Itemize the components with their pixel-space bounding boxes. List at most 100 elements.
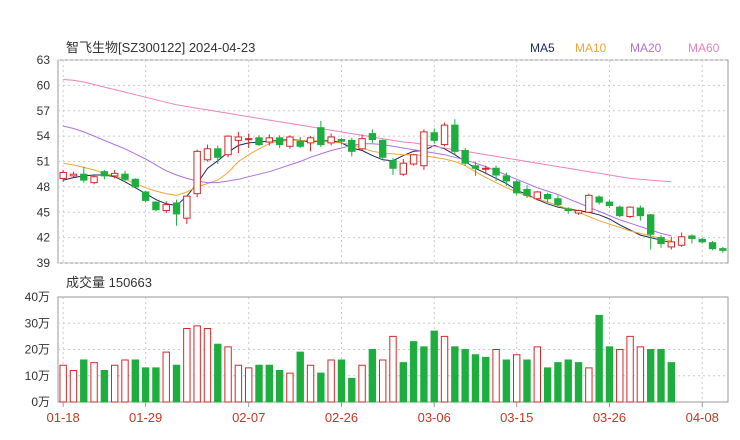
candle-body-down bbox=[121, 173, 129, 180]
volume-bar-down bbox=[430, 330, 438, 403]
x-tick-label: 02-26 bbox=[325, 410, 358, 425]
volume-bar-down bbox=[523, 359, 531, 403]
candle-body-up bbox=[193, 150, 201, 195]
candle-body-down bbox=[378, 139, 387, 158]
candle-body-down bbox=[564, 208, 572, 212]
volume-bar-down bbox=[368, 349, 377, 403]
candle-body-down bbox=[100, 171, 109, 177]
candle-body-down bbox=[657, 237, 665, 245]
x-tick-label: 03-26 bbox=[593, 410, 626, 425]
candle-body-up bbox=[358, 138, 366, 150]
date-axis: 01-18 01-29 02-07 02-26 03-06 03-15 03-26 04-08… bbox=[47, 402, 719, 425]
volume-bar-down bbox=[317, 372, 325, 403]
candle-body-down bbox=[368, 133, 377, 141]
volume-bar-up bbox=[121, 359, 129, 403]
price-tick-label: 54 bbox=[37, 129, 51, 143]
candle-body-up bbox=[244, 138, 253, 141]
volume-bar-up bbox=[90, 362, 98, 403]
candle-body-up bbox=[110, 172, 119, 177]
candle-body-up bbox=[265, 137, 274, 143]
candle-body-down bbox=[451, 124, 459, 152]
candle-body-up bbox=[440, 124, 449, 146]
price-tick-label: 45 bbox=[37, 205, 51, 219]
volume-bar-down bbox=[554, 362, 562, 403]
volume-bar-up bbox=[234, 364, 243, 403]
volume-bar-up bbox=[244, 367, 253, 403]
volume-bar-up bbox=[616, 349, 624, 403]
candle-body-down bbox=[275, 137, 284, 146]
candle-body-down bbox=[471, 165, 480, 169]
volume-tick-label: 0万 bbox=[31, 395, 50, 409]
volume-tick-label: 30万 bbox=[25, 316, 50, 330]
candle-body-down bbox=[317, 127, 325, 146]
candle-body-up bbox=[203, 148, 212, 161]
legend-ma60: MA60 bbox=[688, 41, 720, 55]
volume-bar-down bbox=[595, 314, 603, 403]
volume-bar-up bbox=[110, 364, 119, 403]
candlesticks bbox=[59, 119, 727, 253]
x-tick-label: 04-08 bbox=[686, 410, 719, 425]
candle-body-down bbox=[337, 139, 346, 142]
legend-ma5: MA5 bbox=[530, 41, 555, 55]
candle-body-up bbox=[399, 162, 408, 175]
ma-line-ma20 bbox=[63, 125, 672, 237]
candle-body-up bbox=[420, 131, 428, 167]
volume-bar-up bbox=[306, 364, 315, 403]
volume-bar-down bbox=[255, 364, 263, 403]
volume-bar-up bbox=[636, 346, 645, 403]
volume-bar-down bbox=[399, 362, 408, 403]
volume-bar-up bbox=[378, 359, 387, 403]
candle-body-down bbox=[131, 178, 140, 188]
candle-body-down bbox=[605, 201, 614, 206]
candle-body-up bbox=[69, 173, 78, 177]
candle-body-up bbox=[90, 176, 98, 184]
candle-body-down bbox=[255, 137, 263, 146]
volume-tick-label: 10万 bbox=[25, 369, 50, 383]
candle-body-down bbox=[708, 242, 717, 250]
volume-title: 成交量 150663 bbox=[66, 275, 152, 290]
volume-bar-down bbox=[646, 349, 655, 403]
volume-bar-up bbox=[492, 349, 500, 403]
volume-bar-up bbox=[193, 325, 201, 403]
candle-body-up bbox=[409, 154, 418, 165]
candle-body-up bbox=[667, 241, 676, 248]
volume-y-axis: 40万 30万 20万 10万 0万 bbox=[25, 290, 50, 409]
x-tick-label: 03-15 bbox=[500, 410, 533, 425]
price-tick-label: 60 bbox=[37, 78, 51, 92]
volume-bar-down bbox=[461, 349, 469, 403]
volume-bar-down bbox=[265, 364, 274, 403]
volume-tick-label: 40万 bbox=[25, 290, 50, 304]
volume-bar-up bbox=[358, 364, 366, 403]
legend-ma10: MA10 bbox=[575, 41, 607, 55]
volume-bar-down bbox=[409, 341, 418, 403]
candle-body-down bbox=[698, 238, 706, 243]
ma-line-ma10 bbox=[63, 139, 672, 242]
candle-body-down bbox=[688, 235, 696, 239]
volume-bar-up bbox=[69, 370, 78, 403]
volume-bar-down bbox=[275, 370, 284, 403]
candle-body-down bbox=[152, 201, 160, 211]
volume-bar-down bbox=[337, 359, 346, 403]
candle-body-up bbox=[574, 210, 583, 214]
volume-bar-down bbox=[348, 377, 356, 403]
volume-bar-up bbox=[440, 335, 449, 403]
volume-bar-down bbox=[471, 354, 480, 403]
candle-body-up bbox=[224, 135, 232, 156]
candle-body-down bbox=[430, 132, 438, 141]
price-tick-label: 42 bbox=[37, 231, 51, 245]
candle-body-down bbox=[502, 175, 511, 182]
volume-bars bbox=[59, 314, 676, 403]
x-tick-label: 01-29 bbox=[129, 410, 162, 425]
candle-body-down bbox=[595, 196, 603, 203]
candle-body-up bbox=[482, 167, 490, 170]
candle-body-down bbox=[646, 214, 655, 235]
volume-bar-up bbox=[389, 335, 397, 403]
candle-body-down bbox=[492, 167, 500, 176]
candle-body-down bbox=[512, 181, 521, 194]
volume-bar-down bbox=[657, 349, 665, 403]
volume-bar-down bbox=[451, 346, 459, 403]
volume-bar-down bbox=[172, 364, 181, 403]
volume-bar-down bbox=[296, 351, 304, 403]
volume-bar-down bbox=[80, 359, 88, 403]
